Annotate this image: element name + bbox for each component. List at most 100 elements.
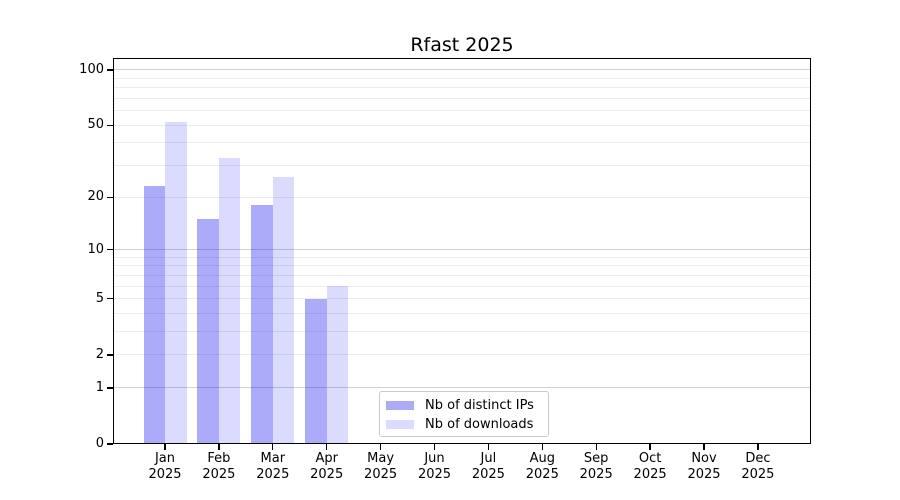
y-tick-label: 0 <box>95 436 104 451</box>
minor-gridline <box>113 274 811 276</box>
x-tick-year: 2025 <box>417 467 452 482</box>
x-tick-label: Apr 2025 <box>297 451 357 483</box>
x-tick-year: 2025 <box>687 467 721 482</box>
x-tick-year: 2025 <box>579 467 613 482</box>
chart-title: Rfast 2025 <box>410 34 514 56</box>
x-tick-mark <box>272 444 274 450</box>
y-tick-mark <box>106 354 113 356</box>
y-tick-label: 20 <box>87 189 104 205</box>
x-tick-mark <box>433 444 436 450</box>
x-tick-year: 2025 <box>364 467 398 482</box>
x-tick-mark <box>595 444 597 450</box>
minor-gridline <box>113 165 811 167</box>
x-tick-label: Sep 2025 <box>566 451 626 483</box>
bar-downloads-jan <box>165 122 187 444</box>
x-tick-month: Dec <box>745 451 771 466</box>
legend-item-distinct-ips: Nb of distinct IPs <box>386 396 548 415</box>
x-tick-month: Aug <box>529 451 555 466</box>
legend-swatch-distinct-ips-icon <box>386 401 414 410</box>
x-tick-month: Nov <box>691 451 717 466</box>
x-tick-label: Dec 2025 <box>728 451 788 483</box>
x-tick-mark <box>164 444 166 450</box>
y-tick-label: 2 <box>95 346 104 362</box>
x-tick-label: Mar 2025 <box>243 451 303 483</box>
x-tick-month: Oct <box>638 451 662 466</box>
y-tick-mark <box>106 248 113 251</box>
x-tick-month: Sep <box>583 451 609 466</box>
x-tick-year: 2025 <box>741 467 775 482</box>
x-tick-mark <box>649 444 651 450</box>
major-gridline <box>113 249 811 251</box>
x-tick-month: Jun <box>424 451 445 466</box>
minor-gridline <box>113 256 811 258</box>
minor-gridline <box>113 354 811 356</box>
bar-distinct-ips-apr <box>305 298 327 444</box>
bar-downloads-mar <box>272 176 295 444</box>
y-tick-label: 5 <box>95 290 104 306</box>
minor-gridline <box>113 77 811 79</box>
legend-label-downloads: Nb of downloads <box>425 416 534 432</box>
y-tick-mark <box>106 69 113 71</box>
x-tick-label: Nov 2025 <box>674 451 734 483</box>
x-tick-mark <box>326 444 328 450</box>
legend-label-distinct-ips: Nb of distinct IPs <box>425 397 534 413</box>
x-tick-mark <box>757 444 759 450</box>
bar-downloads-apr <box>326 286 349 444</box>
bar-distinct-ips-feb <box>197 219 219 444</box>
x-tick-month: Jan <box>154 451 176 466</box>
x-tick-year: 2025 <box>471 467 505 482</box>
x-tick-label: Jun 2025 <box>405 451 465 483</box>
x-tick-year: 2025 <box>310 467 344 482</box>
minor-gridline <box>113 110 811 112</box>
x-tick-month: May <box>367 451 395 466</box>
x-tick-mark <box>487 444 490 450</box>
minor-gridline <box>113 97 811 99</box>
y-tick-label: 100 <box>79 61 104 77</box>
plot-area <box>113 58 811 444</box>
legend-item-downloads: Nb of downloads <box>386 415 548 434</box>
minor-gridline <box>113 87 811 89</box>
legend-swatch-downloads-icon <box>386 420 414 429</box>
y-tick-mark <box>106 124 113 126</box>
y-tick-mark <box>106 196 113 198</box>
y-tick-label: 1 <box>95 379 104 395</box>
x-tick-label: May 2025 <box>351 451 411 483</box>
y-tick-mark <box>106 298 113 300</box>
major-gridline <box>113 69 811 71</box>
minor-gridline <box>113 313 811 315</box>
x-tick-year: 2025 <box>256 467 290 482</box>
x-tick-label: Feb 2025 <box>189 451 249 483</box>
x-tick-year: 2025 <box>202 467 236 482</box>
x-tick-label: Jul 2025 <box>458 451 518 483</box>
x-tick-label: Oct 2025 <box>620 451 680 483</box>
x-tick-mark <box>541 444 543 450</box>
minor-gridline <box>113 124 811 126</box>
x-tick-year: 2025 <box>525 467 559 482</box>
x-tick-year: 2025 <box>148 467 182 482</box>
bar-distinct-ips-jan <box>143 186 165 444</box>
y-tick-mark <box>106 443 113 445</box>
x-tick-month: Apr <box>315 451 338 466</box>
major-gridline <box>113 387 811 389</box>
y-tick-label: 10 <box>87 241 104 257</box>
minor-gridline <box>113 265 811 267</box>
y-tick-label: 50 <box>87 117 104 133</box>
minor-gridline <box>113 331 811 333</box>
x-tick-month: Feb <box>207 451 231 466</box>
minor-gridline <box>113 285 811 287</box>
y-tick-mark <box>106 387 113 389</box>
x-tick-month: Jul <box>480 451 497 466</box>
legend: Nb of distinct IPs Nb of downloads <box>379 391 549 437</box>
minor-gridline <box>113 142 811 144</box>
x-tick-mark <box>703 444 705 450</box>
x-tick-mark <box>218 444 220 450</box>
minor-gridline <box>113 298 811 300</box>
minor-gridline <box>113 196 811 198</box>
bar-distinct-ips-mar <box>251 205 273 444</box>
x-tick-label: Aug 2025 <box>512 451 572 483</box>
x-tick-label: Jan 2025 <box>135 451 195 483</box>
x-tick-mark <box>379 444 382 450</box>
x-tick-month: Mar <box>260 451 286 466</box>
bar-downloads-feb <box>218 158 241 444</box>
